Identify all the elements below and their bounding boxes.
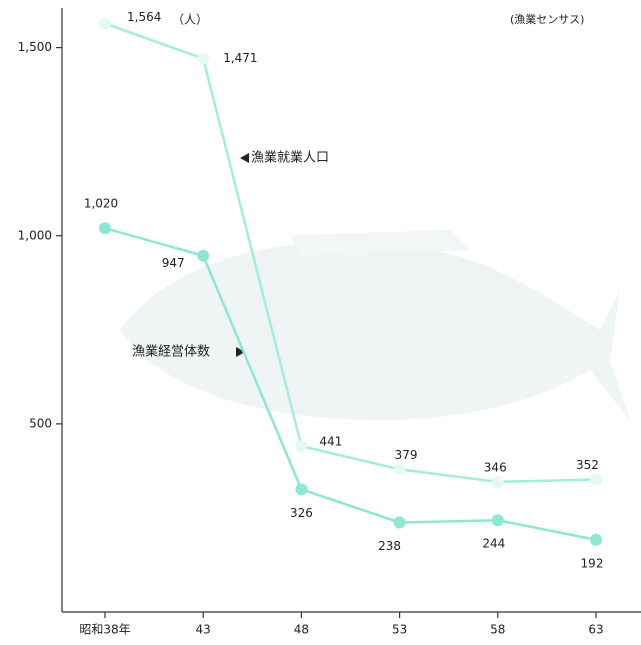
point xyxy=(590,473,602,486)
point xyxy=(590,533,602,546)
point xyxy=(99,17,111,30)
value-label: 947 xyxy=(162,256,185,270)
legend-label: 漁業就業人口 xyxy=(251,150,329,166)
point xyxy=(295,483,308,496)
x-tick-label: 昭和38年 xyxy=(79,623,130,637)
y-tick-label: 1,500 xyxy=(18,40,52,54)
y-tick-label: 500 xyxy=(29,416,52,430)
value-label: 238 xyxy=(378,539,401,553)
x-tick-label: 43 xyxy=(196,623,211,637)
value-label: 192 xyxy=(581,556,604,570)
value-label: 326 xyxy=(290,506,313,520)
x-tick-label: 63 xyxy=(588,623,603,637)
x-tick-label: 58 xyxy=(490,623,505,637)
legend-label: 漁業経営体数 xyxy=(132,344,210,360)
value-label: 346 xyxy=(484,460,507,474)
fish-decoration xyxy=(120,230,630,420)
value-label: 1,020 xyxy=(84,197,118,211)
point xyxy=(295,440,308,453)
point xyxy=(393,516,406,529)
value-label: 1,564 xyxy=(127,10,161,24)
legend-arrow xyxy=(236,347,245,357)
y-tick-label: 1,000 xyxy=(18,228,52,242)
point xyxy=(99,222,111,235)
series-line xyxy=(104,22,597,484)
x-tick-label: 48 xyxy=(294,623,309,637)
series-line xyxy=(104,227,597,541)
legend-arrow xyxy=(240,153,249,163)
value-label: 441 xyxy=(319,435,342,449)
point xyxy=(491,514,504,527)
value-label: 244 xyxy=(482,537,505,551)
point xyxy=(491,475,504,488)
value-label: 352 xyxy=(576,458,599,472)
point xyxy=(197,249,210,262)
x-tick-label: 53 xyxy=(392,623,407,637)
point xyxy=(393,463,406,476)
value-label: 1,471 xyxy=(223,51,257,65)
value-label: 379 xyxy=(395,448,418,462)
source-note: (漁業センサス) xyxy=(510,12,584,26)
point xyxy=(197,52,210,65)
unit-label: （人） xyxy=(172,13,208,27)
